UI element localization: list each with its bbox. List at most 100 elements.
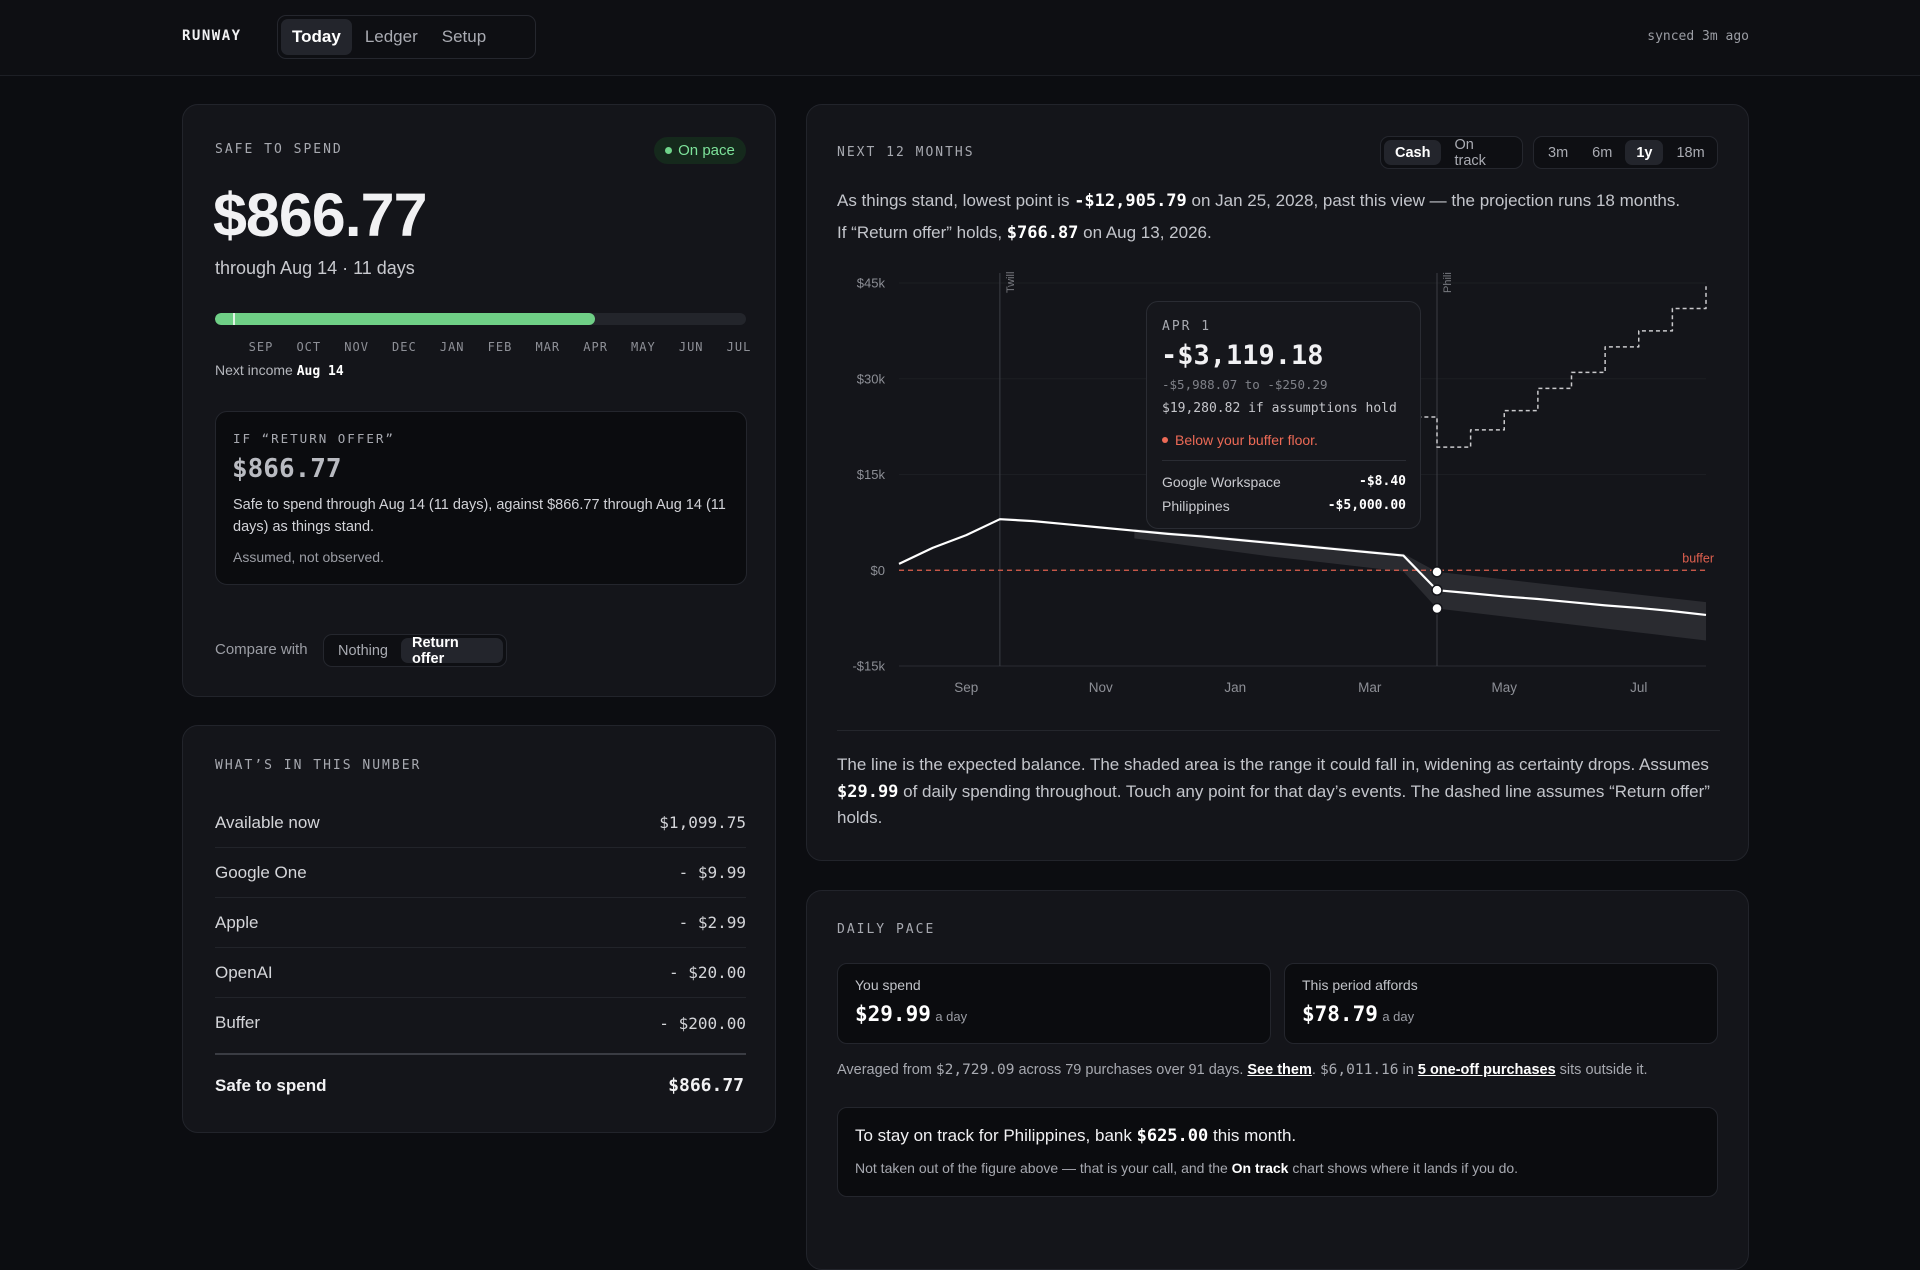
- pace-value: $29.99 a day: [855, 1002, 967, 1026]
- row-amount: - $200.00: [659, 1013, 746, 1033]
- range-option[interactable]: 3m: [1548, 144, 1569, 161]
- row-amount: - $9.99: [678, 863, 746, 882]
- projection-chart: -$15k $0 $15k $30k $45k Sep Nov Jan Mar May Jul Twi…: [852, 272, 1714, 695]
- scenario-title: IF “RETURN OFFER”: [233, 431, 395, 446]
- cursor-dot: [1431, 584, 1443, 596]
- card-title: WHAT’S IN THIS NUMBER: [215, 758, 422, 773]
- event-label: Google Workspace: [1162, 474, 1281, 490]
- next-income-label: Next income: [215, 362, 293, 378]
- daily-pace-card: DAILY PACE You spend $29.99 a day This p…: [806, 890, 1749, 1270]
- tooltip-value: -$3,119.18: [1161, 340, 1324, 371]
- status-badge: On pace: [654, 137, 746, 164]
- total-amount: $866.77: [668, 1075, 744, 1096]
- row-label: Available now: [215, 812, 320, 832]
- card-title: DAILY PACE: [837, 922, 936, 937]
- text-emphasis: $625.00: [1136, 1126, 1209, 1146]
- next-income: Next income Aug 14: [215, 362, 344, 379]
- warning-text: Below your buffer floor.: [1175, 432, 1318, 448]
- compare-options: Nothing Return offer: [323, 634, 507, 667]
- text-segment: The line is the expected balance. The sh…: [837, 755, 1709, 774]
- breakdown-row: Apple - $2.99: [215, 898, 746, 948]
- averaged-note: Averaged from $2,729.09 across 79 purcha…: [837, 1062, 1648, 1078]
- text-emphasis: $29.99: [837, 781, 899, 802]
- mode-option[interactable]: On track: [1454, 136, 1486, 169]
- tooltip-alternative: $19,280.82 if assumptions hold: [1162, 401, 1397, 416]
- progress-fill: [215, 313, 596, 325]
- text-segment: on Jan 25, 2028, past this view — the pr…: [1186, 191, 1681, 210]
- month-label: FEB: [487, 340, 513, 354]
- range-option[interactable]: 6m: [1592, 144, 1613, 161]
- breakdown-row: OpenAI - $20.00: [215, 948, 746, 998]
- pace-amount: $29.99: [855, 1002, 931, 1026]
- nav-tab[interactable]: Setup: [441, 27, 487, 46]
- text-segment: this month.: [1208, 1126, 1297, 1145]
- sync-status: synced 3m ago: [1647, 29, 1749, 44]
- text-segment: in: [1398, 1062, 1418, 1078]
- link[interactable]: See them: [1247, 1062, 1312, 1078]
- month-label: OCT: [296, 340, 322, 354]
- tooltip-event: Google Workspace -$8.40: [1162, 474, 1406, 490]
- range-option[interactable]: 1y: [1625, 140, 1664, 165]
- cursor-dot: [1431, 602, 1443, 615]
- month-label: JAN: [439, 340, 465, 354]
- tooltip-range: -$5,988.07 to -$250.29: [1162, 377, 1328, 392]
- progress-marker: [233, 313, 235, 325]
- period: through Aug 14 · 11 days: [215, 258, 415, 278]
- month-label: DEC: [392, 340, 417, 354]
- event-amount: -$5,000.00: [1327, 498, 1406, 513]
- nav-tab[interactable]: Ledger: [364, 27, 418, 46]
- range-option[interactable]: 18m: [1676, 144, 1705, 161]
- pace-box: This period affords $78.79 a day: [1284, 963, 1718, 1044]
- event-amount: -$8.40: [1359, 474, 1406, 489]
- month-labels: SEP OCT NOV DEC JAN FEB MAR APR MAY JUN JUL: [183, 340, 775, 356]
- event-label: Philippines: [1162, 498, 1230, 514]
- brand: RUNWAY: [182, 28, 242, 44]
- tooltip-event: Philippines -$5,000.00: [1162, 498, 1406, 514]
- projection-card: NEXT 12 MONTHS Cash On track 3m 6m 1y 18…: [806, 104, 1749, 861]
- row-label: Apple: [215, 912, 259, 932]
- text-segment: To stay on track for Philippines, bank: [855, 1126, 1137, 1145]
- event-label: Twill: [1005, 272, 1017, 293]
- month-label: SEP: [248, 340, 274, 354]
- compare-label: Compare with: [215, 641, 308, 658]
- text-segment: across 79 purchases over 91 days.: [1014, 1062, 1248, 1078]
- total-label: Safe to spend: [215, 1076, 327, 1095]
- compare-option[interactable]: Return offer: [400, 635, 503, 667]
- summary-line: As things stand, lowest point is -$12,90…: [837, 185, 1680, 217]
- summary: As things stand, lowest point is -$12,90…: [837, 185, 1680, 249]
- scenario-description: Safe to spend through Aug 14 (11 days), …: [233, 497, 726, 535]
- text-emphasis: -$12,905.79: [1074, 191, 1187, 211]
- scenario-box: IF “RETURN OFFER” $866.77 Safe to spend …: [215, 411, 747, 585]
- month-label: APR: [583, 340, 608, 354]
- month-label: NOV: [344, 340, 369, 354]
- text-segment: Not taken out of the figure above — that…: [855, 1160, 1232, 1176]
- row-amount: - $20.00: [668, 963, 746, 982]
- series-line: [898, 518, 1707, 617]
- pace-box: You spend $29.99 a day: [837, 963, 1271, 1044]
- y-tick-label: $15k: [857, 467, 886, 482]
- row-label: Google One: [215, 862, 307, 882]
- pace-amount: $78.79: [1302, 1002, 1378, 1026]
- mode-option[interactable]: Cash: [1384, 140, 1442, 165]
- safe-amount: $866.77: [213, 181, 427, 249]
- breakdown-row: Google One - $9.99: [215, 848, 746, 898]
- compare-option[interactable]: Nothing: [338, 642, 388, 659]
- range-toggle: 3m 6m 1y 18m: [1533, 136, 1718, 169]
- tooltip-date: APR 1: [1162, 319, 1212, 334]
- text-segment: As things stand, lowest point is: [837, 191, 1075, 210]
- scenario-note: Assumed, not observed.: [233, 549, 384, 565]
- badge-text: On pace: [678, 142, 735, 159]
- link[interactable]: 5 one-off purchases: [1417, 1062, 1556, 1078]
- breakdown-row: Available now $1,099.75: [215, 798, 746, 848]
- card-title: NEXT 12 MONTHS: [837, 145, 975, 160]
- pace-value: $78.79 a day: [1302, 1002, 1414, 1026]
- pace-unit: a day: [1382, 1009, 1415, 1024]
- divider: [837, 730, 1720, 731]
- x-tick-label: Jan: [1224, 680, 1246, 695]
- scenario-amount: $866.77: [232, 454, 342, 484]
- text-segment: If “Return offer” holds,: [837, 223, 1007, 242]
- tooltip: APR 1 -$3,119.18 -$5,988.07 to -$250.29 …: [1146, 301, 1421, 529]
- y-tick-label: $45k: [857, 276, 886, 291]
- nav-tab[interactable]: Today: [281, 19, 352, 55]
- advice-headline: To stay on track for Philippines, bank $…: [855, 1126, 1296, 1146]
